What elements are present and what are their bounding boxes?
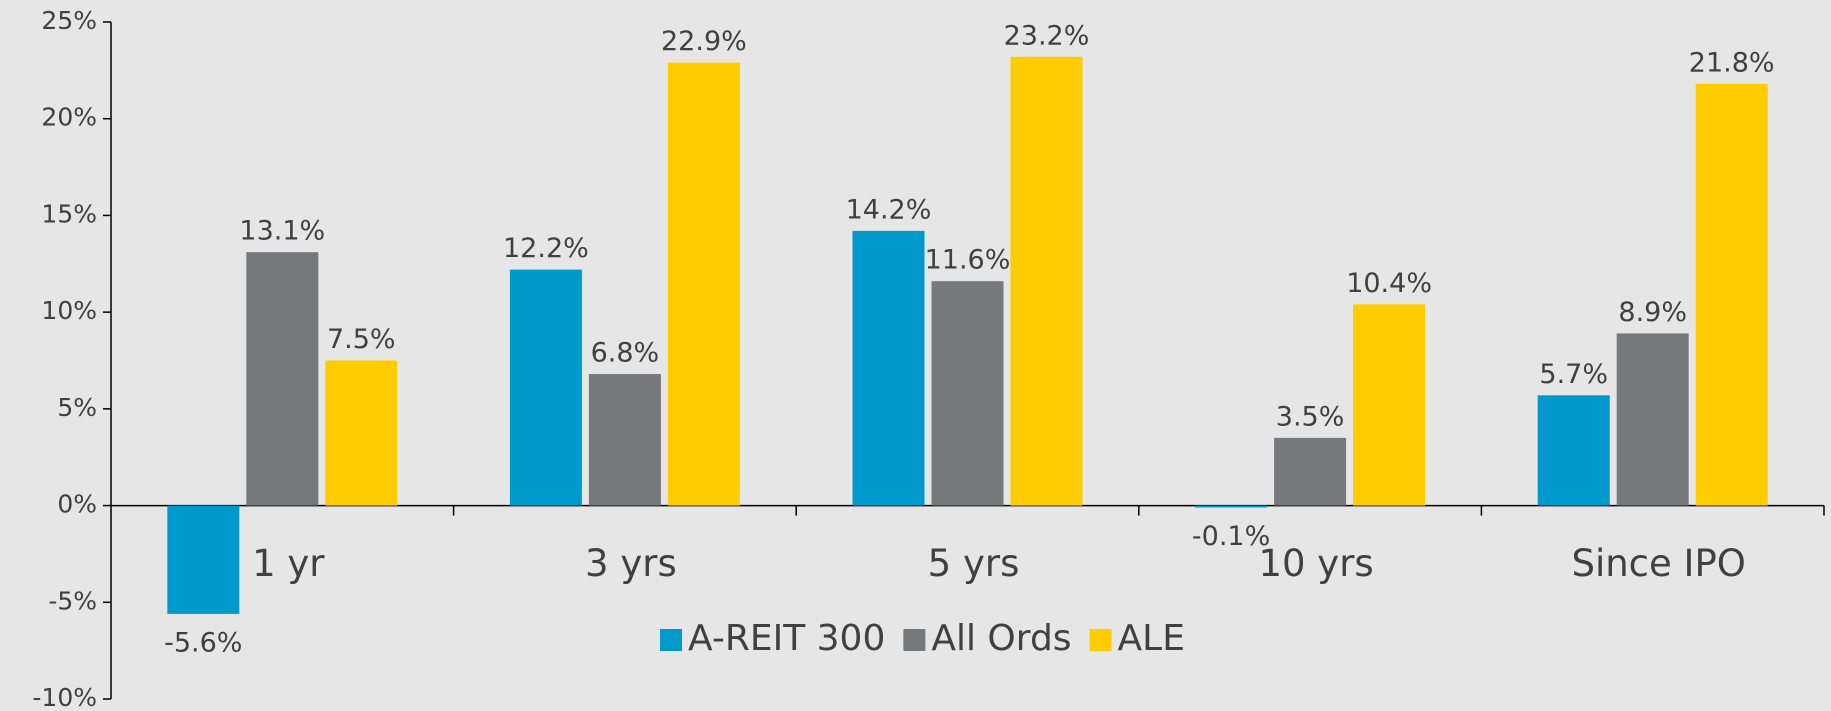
bar — [1695, 83, 1768, 506]
x-tick-label: Since IPO — [1571, 542, 1745, 585]
value-label: 5.7% — [1539, 359, 1608, 390]
bar — [1195, 505, 1268, 508]
y-tick-label: 20% — [41, 103, 97, 132]
bar — [246, 252, 319, 506]
bar — [588, 374, 661, 506]
value-label: -5.6% — [164, 627, 242, 658]
bar — [509, 269, 582, 506]
value-label: 3.5% — [1276, 401, 1345, 432]
y-tick-label: -10% — [32, 683, 97, 711]
y-tick-label: 25% — [41, 6, 97, 35]
bar — [1274, 437, 1347, 506]
legend-label: ALE — [1118, 618, 1185, 659]
y-tick-label: 10% — [41, 296, 97, 325]
y-tick-label: 15% — [41, 199, 97, 228]
value-label: 21.8% — [1689, 47, 1775, 78]
bar — [852, 230, 925, 506]
y-tick-label: 0% — [57, 490, 97, 519]
x-tick-label: 3 yrs — [585, 542, 677, 585]
bar — [667, 62, 740, 506]
bar — [1537, 395, 1610, 506]
bar — [931, 281, 1004, 506]
value-label: 12.2% — [503, 233, 589, 264]
bar — [167, 505, 240, 614]
bar — [1353, 304, 1426, 506]
legend-label: All Ords — [931, 618, 1071, 659]
value-label: 10.4% — [1346, 268, 1432, 299]
x-tick-label: 5 yrs — [928, 542, 1020, 585]
value-label: -0.1% — [1192, 521, 1270, 552]
x-tick-label: 10 yrs — [1258, 542, 1373, 585]
legend-swatch — [1089, 629, 1112, 651]
value-label: 14.2% — [846, 194, 932, 225]
bar — [1616, 333, 1689, 506]
value-label: 22.9% — [661, 26, 747, 57]
bar — [1010, 56, 1083, 506]
legend-label: A-REIT 300 — [688, 618, 885, 659]
y-tick-label: 5% — [57, 393, 97, 422]
value-label: 7.5% — [327, 324, 396, 355]
value-label: 8.9% — [1618, 297, 1687, 328]
value-label: 13.1% — [239, 216, 325, 247]
value-label: 6.8% — [591, 338, 660, 369]
value-label: 23.2% — [1004, 20, 1090, 51]
bar — [325, 360, 398, 506]
value-label: 11.6% — [925, 245, 1011, 276]
legend-swatch — [660, 629, 682, 651]
y-tick-label: -5% — [48, 586, 97, 615]
legend-swatch — [903, 629, 926, 651]
x-tick-label: 1 yr — [252, 542, 325, 585]
